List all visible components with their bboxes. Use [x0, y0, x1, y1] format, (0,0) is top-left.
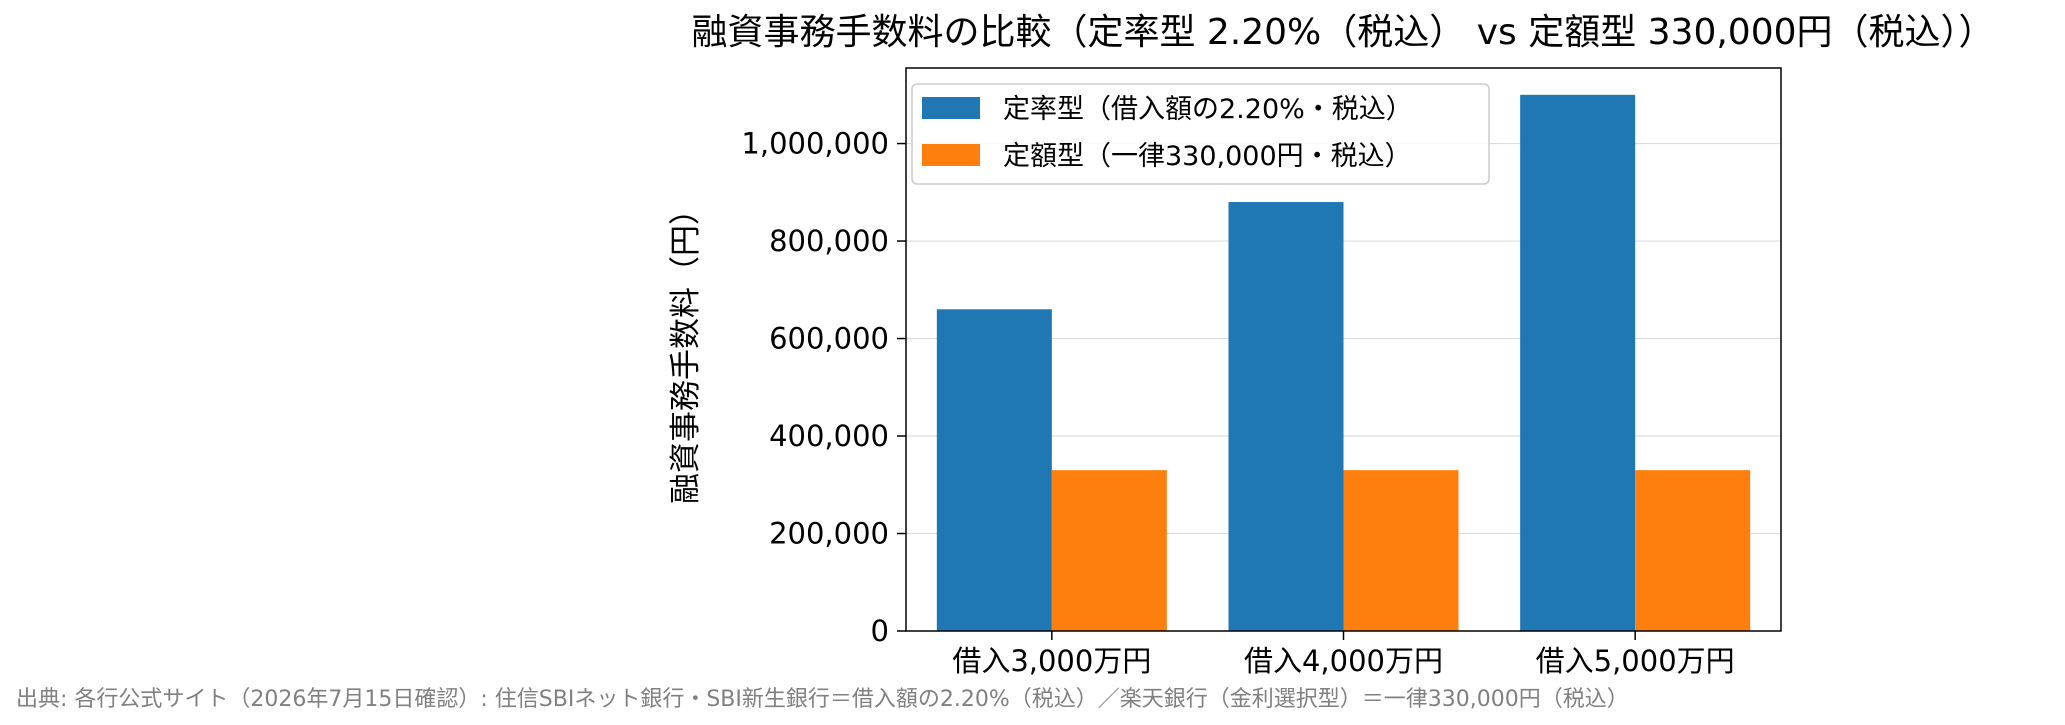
x-tick-label: 借入5,000万円: [1536, 644, 1735, 678]
y-axis-ticks: 0 200,000 400,000 600,000 800,000 1,000,000: [741, 127, 906, 648]
bar-flat-fee: [1635, 470, 1751, 631]
legend-swatch-fixed-rate: [922, 97, 980, 119]
legend-frame: [911, 83, 1490, 185]
y-tick-label: 1,000,000: [741, 127, 889, 161]
y-axis-label: 融資事務手数料（円）: [668, 194, 704, 504]
legend-swatch-flat-fee: [922, 144, 980, 166]
source-note: 出典: 各行公式サイト（2026年7月15日確認）: 住信SBIネット銀行・SB…: [16, 687, 1629, 712]
y-tick-label: 600,000: [769, 322, 889, 356]
legend-label-fixed-rate: 定率型（借入額の2.20%・税込）: [1003, 94, 1413, 125]
y-tick-label: 400,000: [769, 419, 889, 453]
bar-marks: [936, 94, 1751, 632]
x-tick-label: 借入3,000万円: [952, 644, 1151, 678]
bar-fixed-rate: [1520, 94, 1636, 632]
y-tick-label: 800,000: [769, 224, 889, 258]
legend-label-flat-fee: 定額型（一律330,000円・税込）: [1003, 141, 1412, 172]
bar-flat-fee: [1051, 470, 1167, 631]
bar-fixed-rate: [936, 309, 1052, 631]
legend: 定率型（借入額の2.20%・税込） 定額型（一律330,000円・税込）: [911, 83, 1490, 185]
bar-flat-fee: [1343, 470, 1459, 631]
x-tick-label: 借入4,000万円: [1244, 644, 1443, 678]
chart-title: 融資事務手数料の比較（定率型 2.20%（税込） vs 定額型 330,000円…: [691, 12, 1994, 53]
bar-fixed-rate: [1228, 202, 1344, 632]
y-tick-label: 0: [871, 614, 889, 648]
y-tick-label: 200,000: [769, 517, 889, 551]
x-axis-ticks: 借入3,000万円 借入4,000万円 借入5,000万円: [952, 631, 1735, 678]
